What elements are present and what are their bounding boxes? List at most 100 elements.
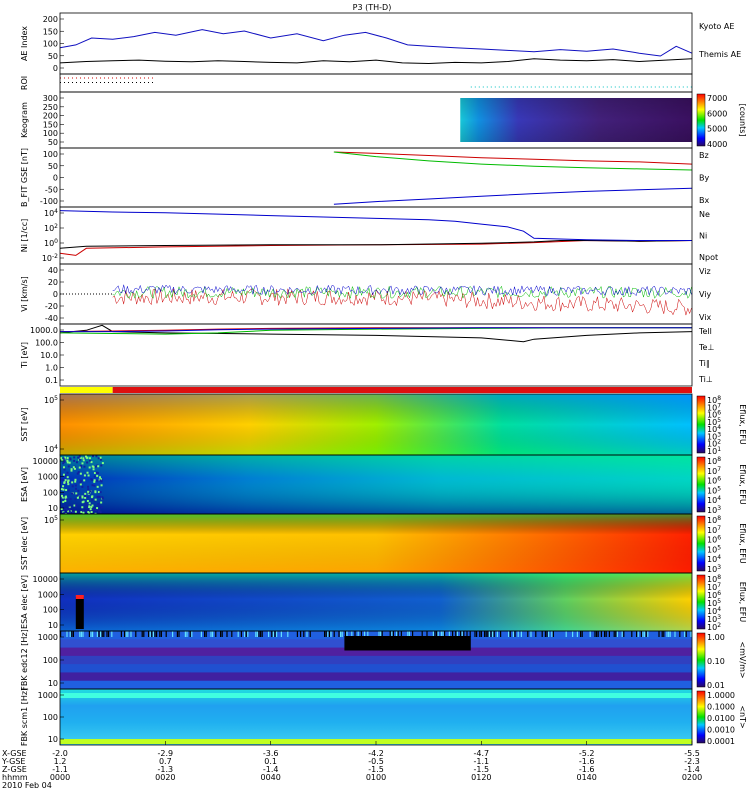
velocity-ylabel: Vi [km/s]	[20, 276, 29, 312]
esa_elec-cb-tick: 105	[707, 598, 721, 608]
fbk-e-stripe	[327, 631, 329, 637]
esa-ion-noise	[88, 457, 91, 460]
temperature-ylabel: Ti [eV]	[20, 342, 29, 369]
fbk-e-stripe	[351, 631, 353, 637]
sst_ion-shade	[60, 394, 692, 455]
fbk-e-stripe	[407, 631, 409, 637]
esa-ion-noise	[68, 509, 71, 512]
esa-ion-noise	[64, 479, 67, 482]
fbk_b-colorbar	[696, 690, 706, 744]
esa-ion-noise	[71, 492, 74, 495]
sst_elec-shade	[60, 514, 692, 573]
bfit-ytick-label: 0	[53, 174, 58, 183]
fbk-e-stripe	[191, 631, 193, 637]
esa-ion-noise	[62, 462, 65, 465]
fbk-e-stripe	[300, 631, 302, 637]
fbk-e-stripe	[392, 631, 394, 637]
fbk-e-stripe	[487, 631, 489, 637]
fbk-e-stripe	[600, 631, 602, 637]
fbk-e-stripe	[328, 631, 330, 637]
fbk-e-stripe	[572, 631, 574, 637]
fbk-e-stripe	[437, 631, 439, 637]
keogram-cb-tick: 4000	[707, 140, 727, 149]
bfit-legend-1: By	[699, 174, 709, 183]
fbk-e-stripe	[488, 631, 490, 637]
fbk-e-stripe	[100, 631, 102, 637]
fbk-e-stripe	[605, 631, 607, 637]
fbk-e-stripe	[378, 631, 380, 637]
fbk-e-stripe	[623, 631, 625, 637]
fbk-e-stripe	[434, 631, 436, 637]
xaxis-tick-label: -3.6	[263, 749, 279, 758]
esa-ion-noise	[99, 479, 102, 482]
fbk-e-stripe	[149, 631, 151, 637]
sst_elec-cb-tick: 105	[707, 544, 721, 554]
esa-ion-noise	[99, 511, 102, 514]
esa-ion-noise	[85, 510, 88, 513]
temperature-frame	[59, 323, 693, 387]
fbk_e-ylabel: FBK edc12 [Hz]	[20, 629, 29, 690]
esa-ion-noise	[67, 479, 70, 482]
fbk-e-stripe	[184, 631, 186, 637]
fbk-e-stripe	[485, 631, 487, 637]
xaxis-tick-label: 0040	[260, 773, 280, 782]
esa-ion-noise	[88, 502, 91, 505]
xaxis-tick-label: -1.4	[684, 765, 700, 774]
velocity-legend-0: Viz	[699, 267, 711, 276]
esa-ion-noise	[95, 471, 98, 474]
sst_ion-cb-tick: 108	[707, 395, 721, 405]
esa-ion-noise	[82, 511, 85, 514]
esa-ion-noise	[96, 507, 99, 510]
ae-ytick-label: 100	[43, 40, 58, 49]
esa-ion-noise	[84, 492, 87, 495]
esa-ion-noise	[91, 465, 94, 468]
ae-ytick-label: 50	[48, 52, 58, 61]
fbk-e-stripe	[60, 631, 62, 637]
esa-ion-noise	[74, 478, 77, 481]
esa-ion-noise	[61, 496, 64, 499]
esa-ion-noise	[87, 474, 90, 477]
esa-ion-noise	[73, 459, 76, 462]
esa-ion-noise	[93, 475, 96, 478]
fbk-e-stripe	[589, 631, 591, 637]
fbk-e-stripe	[159, 631, 161, 637]
esa-ion-noise	[68, 461, 71, 464]
xaxis-tick-label: -2.0	[52, 749, 68, 758]
esa-ion-noise	[81, 495, 84, 498]
fbk-e-stripe	[527, 631, 529, 637]
esa-ion-noise	[64, 474, 67, 477]
fbk-e-stripe	[98, 631, 100, 637]
esa-ion-noise	[68, 504, 71, 507]
xaxis-row-label: X-GSE	[2, 749, 27, 758]
esa-ion-noise	[85, 505, 88, 508]
esa-ion-noise	[86, 496, 89, 499]
fbk-b-image	[60, 689, 692, 745]
fbk-e-band	[60, 672, 692, 682]
velocity-ytick-label: 40	[48, 266, 58, 275]
esa-ion-noise	[78, 455, 81, 458]
fbk-e-stripe	[663, 631, 665, 637]
esa-ion-noise	[90, 478, 93, 481]
esa-ion-noise	[94, 508, 97, 511]
density-series-ne	[59, 239, 693, 256]
esa-ion-noise	[101, 462, 104, 465]
fbk-e-stripe	[389, 631, 391, 637]
flag-bar	[60, 387, 113, 393]
density-ytick-label: 10-2	[42, 253, 58, 263]
xaxis-tick-label: -5.2	[579, 749, 595, 758]
ae-series-themisae	[59, 58, 693, 65]
fbk-e-stripe	[580, 631, 582, 637]
esa-ion-noise	[90, 461, 93, 464]
fbk-e-stripe	[226, 631, 228, 637]
fbk-e-stripe	[668, 631, 670, 637]
fbk-e-stripe	[444, 631, 446, 637]
esa-ion-noise	[98, 495, 101, 498]
esa-ion-noise	[96, 496, 99, 499]
esa_ion-cb-tick: 105	[707, 485, 721, 495]
sst_elec-cb-tick: 104	[707, 554, 721, 564]
esa-ion-noise	[82, 459, 85, 462]
xaxis-tick-label: -4.2	[368, 749, 384, 758]
fbk-e-stripe	[178, 631, 180, 637]
fbk-e-stripe	[666, 631, 668, 637]
